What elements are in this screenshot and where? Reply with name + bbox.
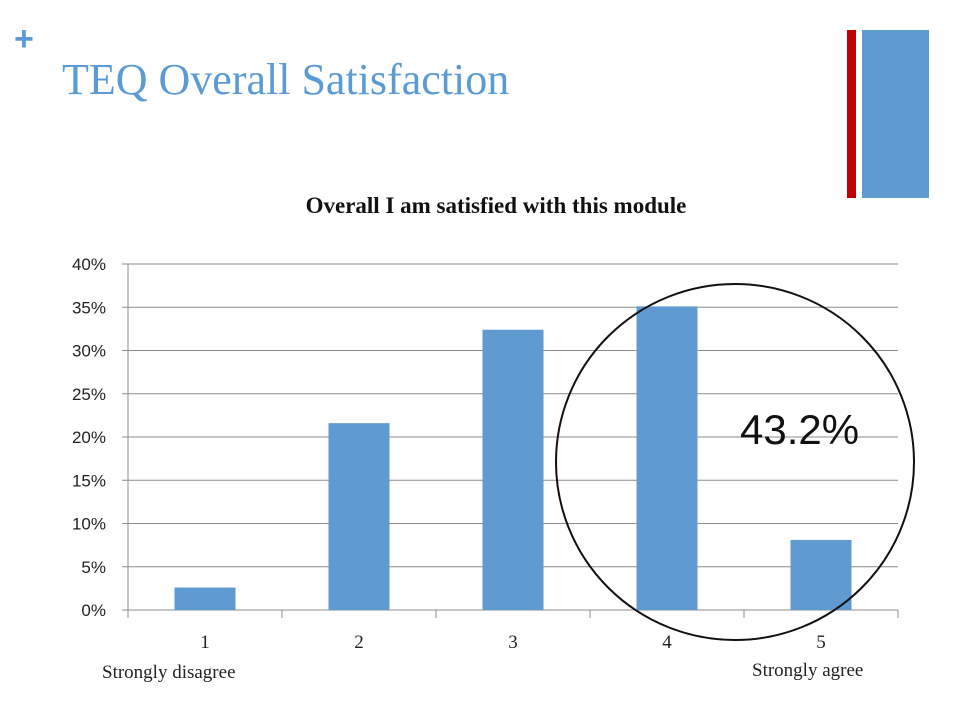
bar-4 [636, 306, 698, 610]
y-tick-label: 25% [72, 385, 106, 404]
y-tick-label: 40% [72, 255, 106, 274]
y-tick-label: 5% [81, 558, 106, 577]
callout-percentage: 43.2% [740, 406, 860, 453]
bar-5 [790, 539, 852, 610]
x-tick-label: 1 [200, 632, 210, 653]
bar-3 [482, 329, 544, 610]
plus-icon: + [14, 20, 34, 58]
x-tick-label: 2 [354, 632, 364, 653]
callout-circle [555, 283, 915, 641]
y-tick-label: 10% [72, 515, 106, 534]
x-tick-label: 5 [816, 632, 826, 653]
red-accent-bar [847, 30, 856, 198]
x-tick-label: 3 [508, 632, 518, 653]
y-tick-label: 30% [72, 342, 106, 361]
y-tick-label: 20% [72, 428, 106, 447]
y-tick-label: 35% [72, 298, 106, 317]
y-tick-label: 15% [72, 471, 106, 490]
strongly-agree-label: Strongly agree [752, 660, 864, 681]
strongly-disagree-label: Strongly disagree [102, 662, 236, 683]
y-tick-label: 0% [81, 601, 106, 620]
chart-title: Overall I am satisfied with this module [305, 193, 687, 218]
x-tick-label: 4 [662, 632, 672, 653]
slide-title: TEQ Overall Satisfaction [62, 55, 510, 104]
bar-1 [174, 587, 236, 610]
bar-2 [328, 423, 390, 610]
blue-accent-bar [862, 30, 929, 198]
